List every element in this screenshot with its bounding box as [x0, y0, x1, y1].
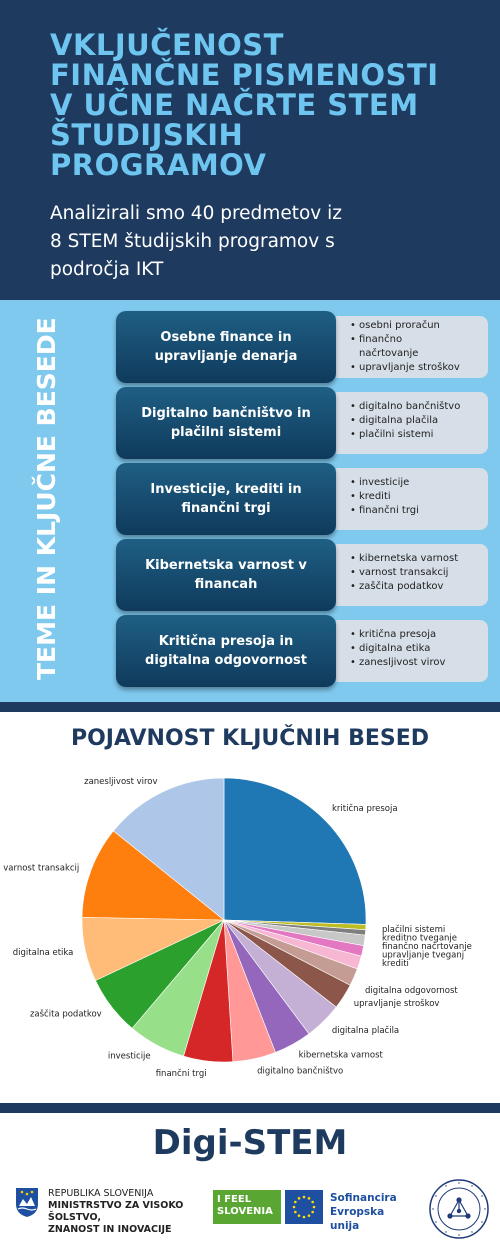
- ministry-logo-text: REPUBLIKA SLOVENIJA MINISTRSTVO ZA VISOK…: [48, 1188, 228, 1236]
- keyword-box-personal-finance: osebni proračun finančno načrtovanje upr…: [336, 316, 488, 378]
- pie-slice-label: upravljanje tveganj: [382, 951, 464, 961]
- pie-slice-label: plačilni sistemi: [382, 924, 445, 935]
- pie-slice-label: digitalna plačila: [332, 1025, 399, 1036]
- chart-title: POJAVNOST KLJUČNIH BESED: [70, 726, 430, 751]
- eu-star-icon: [294, 1200, 297, 1204]
- pie-slice-label: digitalna odgovornost: [365, 986, 458, 996]
- pie-slice-label: digitalna etika: [13, 948, 74, 958]
- topic-card-critical-thinking: Kritična presoja in digitalna odgovornos…: [116, 615, 336, 687]
- pie-slice-label: finančni trgi: [156, 1068, 207, 1079]
- page-title: VKLJUČENOST FINANČNE PISMENOSTI V UČNE N…: [50, 30, 490, 180]
- pie-slice-label: varnost transakcij: [3, 863, 79, 873]
- brand-title: Digi-STEM: [152, 1123, 348, 1163]
- pie-slice-label: digitalno bančništvo: [257, 1065, 343, 1076]
- ifeel-line: SLOVENIA: [217, 1206, 273, 1217]
- ministry-line: MINISTRSTVO ZA VISOKO ŠOLSTVO,: [48, 1200, 184, 1223]
- keyword-item: kritična presoja: [350, 628, 488, 642]
- section-divider: [0, 1103, 500, 1113]
- pie-slice: [223, 777, 367, 925]
- keyword-item: digitalna etika: [350, 642, 488, 656]
- keyword-item: upravljanje stroškov: [350, 361, 488, 375]
- keyword-item: osebni proračun: [350, 319, 488, 333]
- keyword-item: zaščita podatkov: [350, 580, 488, 594]
- topic-card-cybersecurity: Kibernetska varnost v financah: [116, 539, 336, 611]
- keyword-item: plačilni sistemi: [350, 428, 488, 442]
- title-line: V UČNE NAČRTE STEM: [50, 88, 419, 122]
- ministry-line: REPUBLIKA SLOVENIJA: [48, 1188, 154, 1199]
- topic-card-investments: Investicije, krediti in finančni trgi: [116, 463, 336, 535]
- keyword-item: finančni trgi: [350, 504, 488, 518]
- eu-flag-icon: [285, 1190, 323, 1224]
- keyword-item: investicije: [350, 476, 488, 490]
- keyword-frequency-pie-chart: kritična presoja plačilni sistemikreditno…: [3, 777, 472, 1079]
- header-banner: VKLJUČENOST FINANČNE PISMENOSTI V UČNE N…: [0, 0, 500, 300]
- keyword-item: kibernetska varnost: [350, 552, 488, 566]
- ministry-line: ZNANOST IN INOVACIJE: [48, 1224, 172, 1235]
- eu-cofunding-text: Sofinancira Evropska unija: [330, 1191, 410, 1233]
- slovenia-coat-of-arms-icon: [16, 1188, 38, 1217]
- keyword-box-critical-thinking: kritična presoja digitalna etika zaneslj…: [336, 620, 488, 682]
- pie-slice-label: zaščita podatkov: [30, 1009, 102, 1020]
- keyword-item: digitalno bančništvo: [350, 400, 488, 414]
- pie-slice-label: investicije: [108, 1051, 151, 1061]
- eu-star-icon: [311, 1210, 314, 1214]
- pie-slice-label: kreditno tveganje: [382, 934, 457, 944]
- keyword-item: digitalna plačila: [350, 414, 488, 428]
- eu-star-icon: [311, 1200, 314, 1204]
- eu-star-icon: [297, 1214, 301, 1217]
- section-divider: [0, 702, 500, 712]
- university-seal-icon: [429, 1179, 489, 1239]
- eu-star-icon: [302, 1195, 306, 1199]
- eu-star-icon: [312, 1205, 316, 1209]
- pie-slice: [113, 777, 225, 921]
- keyword-box-cybersecurity: kibernetska varnost varnost transakcij z…: [336, 544, 488, 606]
- keyword-box-digital-banking: digitalno bančništvo digitalna plačila p…: [336, 392, 488, 454]
- keyword-item: finančno načrtovanje: [350, 333, 439, 361]
- eu-line: Evropska unija: [330, 1206, 385, 1232]
- pie-slice-label: finančno načrtovanje: [382, 941, 472, 952]
- keyword-box-investments: investicije krediti finančni trgi: [336, 468, 488, 530]
- eu-star-icon: [307, 1214, 311, 1217]
- title-line: ŠTUDIJSKIH: [50, 118, 244, 152]
- pie-slice: [81, 830, 225, 921]
- i-feel-slovenia-logo: I FEEL SLOVENIA: [213, 1190, 281, 1224]
- subtitle-line: Analizirali smo 40 predmetov iz: [50, 203, 342, 224]
- title-line: PROGRAMOV: [50, 148, 267, 182]
- topic-card-personal-finance: Osebne finance in upravljanje denarja: [116, 311, 336, 383]
- keyword-item: zanesljivost virov: [350, 656, 488, 670]
- subtitle-line: 8 STEM študijskih programov s: [50, 231, 335, 252]
- pie-slice-label: zanesljivost virov: [84, 777, 157, 787]
- page-subtitle: Analizirali smo 40 predmetov iz 8 STEM š…: [50, 200, 490, 284]
- themes-vertical-label: TEME IN KLJUČNE BESEDE: [32, 317, 61, 680]
- eu-star-icon: [307, 1197, 311, 1200]
- topic-card-digital-banking: Digitalno bančništvo in plačilni sistemi: [116, 387, 336, 459]
- pie-slice-label: krediti: [382, 959, 409, 969]
- ifeel-line: I FEEL: [217, 1194, 252, 1205]
- subtitle-line: področja IKT: [50, 259, 164, 280]
- pie-slice-label: upravljanje stroškov: [354, 998, 440, 1009]
- title-line: FINANČNE PISMENOSTI: [50, 58, 439, 92]
- eu-star-icon: [302, 1215, 306, 1219]
- eu-star-icon: [297, 1197, 301, 1200]
- eu-star-icon: [294, 1210, 297, 1214]
- pie-slice-label: kritična presoja: [332, 803, 398, 814]
- eu-star-icon: [292, 1205, 296, 1209]
- keyword-item: krediti: [350, 490, 488, 504]
- keyword-item: varnost transakcij: [350, 566, 488, 580]
- title-line: VKLJUČENOST: [50, 28, 284, 62]
- eu-line: Sofinancira: [330, 1192, 397, 1204]
- pie-slice-label: kibernetska varnost: [299, 1051, 384, 1061]
